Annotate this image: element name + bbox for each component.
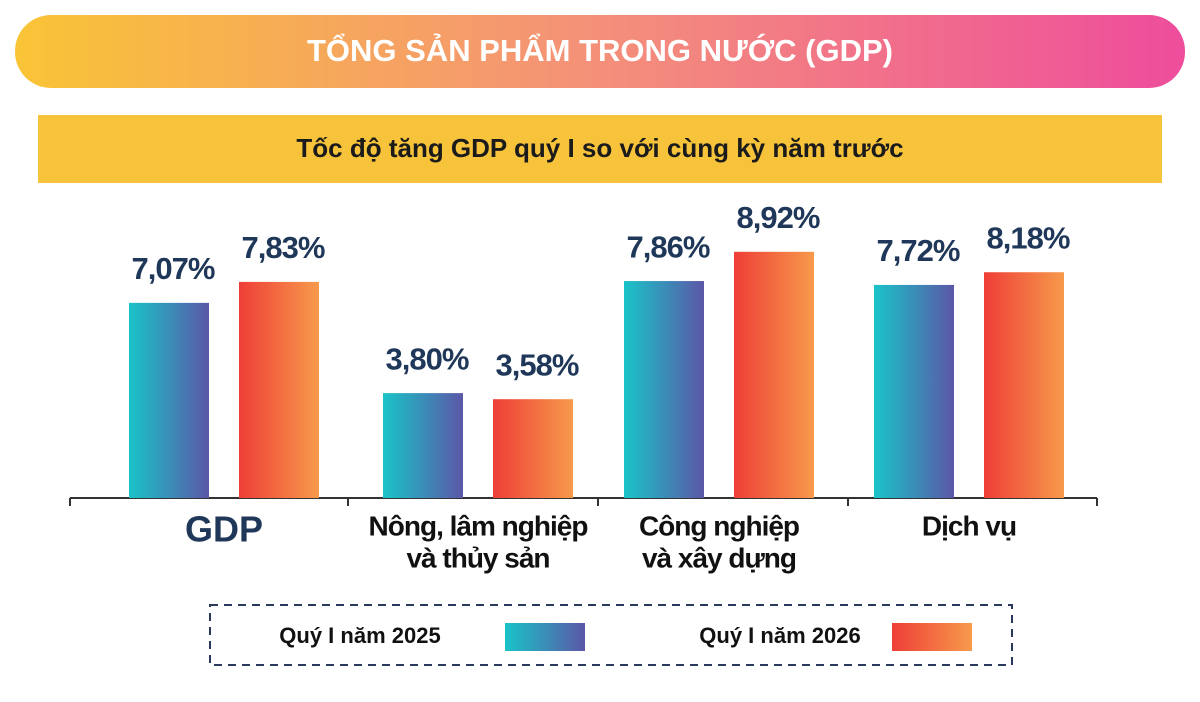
value-label: 7,07% (132, 251, 215, 286)
x-tick-label: Công nghiệp (639, 510, 799, 541)
legend-swatch (892, 623, 972, 651)
value-label: 3,80% (386, 341, 469, 376)
bar (239, 281, 319, 498)
title-banner (15, 15, 1185, 88)
x-tick-label: Nông, lâm nghiệp (369, 510, 588, 541)
subtitle-band (38, 115, 1162, 183)
bar (984, 272, 1064, 498)
chart-title: TỔNG SẢN PHẨM TRONG NƯỚC (GDP) (307, 32, 893, 68)
value-label: 3,58% (496, 347, 579, 382)
bar (624, 281, 704, 498)
legend-box (209, 604, 1013, 666)
x-tick-label: GDP (185, 509, 263, 550)
x-tick-label: và xây dựng (642, 542, 796, 573)
value-label: 8,92% (737, 200, 820, 235)
bar (129, 302, 209, 498)
bar (493, 399, 573, 498)
value-label: 7,86% (627, 229, 710, 264)
bar (734, 251, 814, 498)
legend-label: Quý I năm 2025 (279, 623, 440, 648)
value-label: 7,83% (242, 230, 325, 265)
bar (383, 393, 463, 498)
chart-subtitle: Tốc độ tăng GDP quý I so với cùng kỳ năm… (296, 133, 903, 163)
bar (874, 284, 954, 498)
legend-label: Quý I năm 2026 (699, 623, 860, 648)
x-tick-label: Dịch vụ (922, 510, 1016, 541)
value-label: 8,18% (987, 220, 1070, 255)
value-label: 7,72% (877, 233, 960, 268)
legend-swatch (505, 623, 585, 651)
x-tick-label: và thủy sản (406, 542, 549, 573)
